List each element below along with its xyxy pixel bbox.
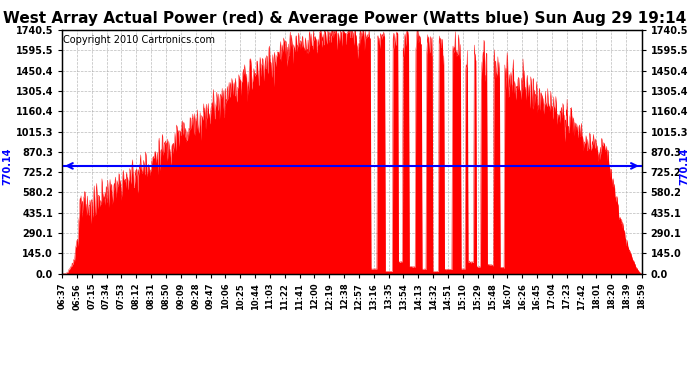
Text: Copyright 2010 Cartronics.com: Copyright 2010 Cartronics.com bbox=[63, 35, 215, 45]
Text: West Array Actual Power (red) & Average Power (Watts blue) Sun Aug 29 19:14: West Array Actual Power (red) & Average … bbox=[3, 11, 687, 26]
Text: 770.14: 770.14 bbox=[3, 147, 13, 184]
Text: 770.14: 770.14 bbox=[680, 147, 689, 184]
